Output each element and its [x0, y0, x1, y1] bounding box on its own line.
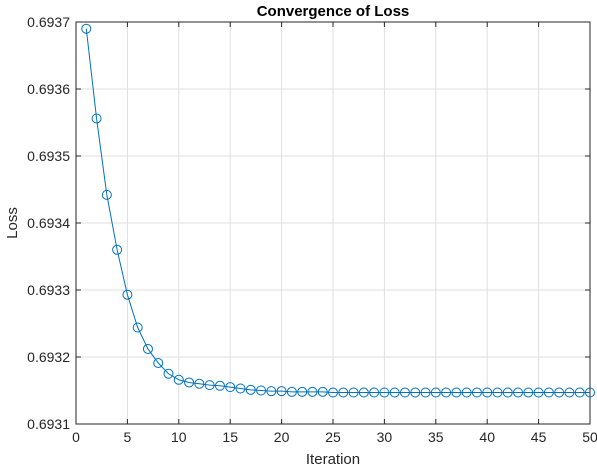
data-point	[297, 386, 308, 397]
x-tick-label: 25	[325, 429, 341, 445]
x-tick-label: 0	[72, 429, 80, 445]
y-tick-label: 0.6935	[27, 148, 70, 164]
x-tick-label: 5	[124, 429, 132, 445]
data-point	[132, 322, 143, 333]
x-tick-label: 10	[171, 429, 187, 445]
x-tick-label: 40	[479, 429, 495, 445]
x-tick-label: 50	[582, 429, 597, 445]
data-point	[173, 374, 184, 385]
chart-title: Convergence of Loss	[257, 3, 410, 20]
y-tick-label: 0.6932	[27, 349, 70, 365]
data-point	[184, 377, 195, 388]
data-point	[420, 387, 431, 398]
data-point	[358, 387, 369, 398]
data-point	[502, 387, 513, 398]
data-point	[266, 386, 277, 397]
data-point	[379, 387, 390, 398]
data-point	[410, 387, 421, 398]
data-point	[163, 368, 174, 379]
data-point	[204, 380, 215, 391]
ticks: 0 5 10 15 20 25 30 35 40 45 50 0.6931 0.6932 0.6933 0.…	[27, 14, 597, 445]
y-tick-label: 0.6931	[27, 416, 70, 432]
data-point	[81, 23, 92, 34]
data-point	[492, 387, 503, 398]
data-point	[101, 189, 112, 200]
data-point	[399, 387, 410, 398]
data-point	[245, 384, 256, 395]
data-point	[543, 387, 554, 398]
data-point	[471, 387, 482, 398]
x-tick-label: 15	[222, 429, 238, 445]
loss-line	[85, 28, 590, 394]
data-point	[348, 387, 359, 398]
data-point	[112, 244, 123, 255]
series	[81, 23, 595, 398]
data-point	[451, 387, 462, 398]
grid	[75, 21, 591, 425]
y-tick-label: 0.6937	[27, 14, 70, 30]
data-point	[225, 382, 236, 393]
data-point	[533, 387, 544, 398]
data-point	[430, 387, 441, 398]
data-point	[585, 387, 595, 398]
y-tick-label: 0.6936	[27, 81, 70, 97]
data-point	[286, 386, 297, 397]
x-tick-label: 30	[377, 429, 393, 445]
x-tick-label: 20	[274, 429, 290, 445]
y-tick-label: 0.6933	[27, 282, 70, 298]
x-tick-label: 35	[428, 429, 444, 445]
data-point	[564, 387, 575, 398]
data-point	[369, 387, 380, 398]
data-point	[523, 387, 534, 398]
data-point	[574, 387, 585, 398]
y-tick-label: 0.6934	[27, 215, 70, 231]
data-point	[256, 385, 267, 396]
data-point	[235, 383, 246, 394]
data-point	[276, 386, 287, 397]
data-point	[307, 386, 318, 397]
data-point	[91, 113, 102, 124]
data-point	[441, 387, 452, 398]
data-point	[317, 386, 328, 397]
data-point	[389, 387, 400, 398]
data-point	[194, 378, 205, 389]
data-point	[214, 380, 225, 391]
data-point	[482, 387, 493, 398]
x-tick-label: 45	[531, 429, 547, 445]
data-point	[153, 358, 164, 369]
data-point	[328, 387, 338, 398]
data-point	[142, 343, 153, 354]
x-axis-label: Iteration	[306, 451, 360, 468]
data-point	[122, 289, 133, 300]
data-point	[338, 387, 349, 398]
data-point	[513, 387, 524, 398]
data-point	[554, 387, 565, 398]
y-axis-label: Loss	[4, 207, 21, 239]
data-point	[461, 387, 472, 398]
